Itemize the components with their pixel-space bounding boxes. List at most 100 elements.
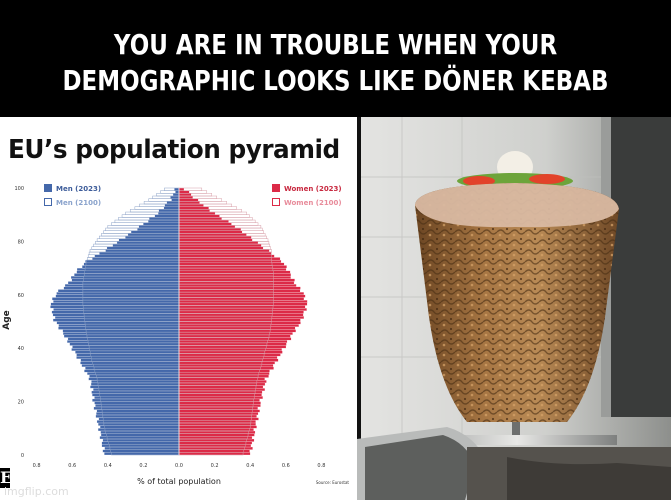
bar-men-2023 (50, 305, 180, 309)
bar-women-2023 (178, 283, 297, 287)
doner-kebab-photo (357, 117, 671, 500)
spit (512, 422, 520, 442)
bar-men-2023 (148, 219, 180, 223)
bar-women-2023 (178, 414, 257, 418)
bar-men-2023 (99, 425, 180, 429)
bar-men-2023 (54, 316, 180, 319)
bar-women-2023 (178, 342, 287, 346)
bar-men-2023 (71, 348, 180, 351)
bar-men-2023 (70, 275, 180, 279)
bar-men-2023 (76, 356, 180, 360)
bar-women-2023 (178, 254, 275, 258)
bar-men-2023 (154, 214, 180, 218)
bar-women-2023 (178, 441, 253, 445)
bar-women-2023 (178, 310, 304, 314)
legend-women-2100-label: Women (2100) (284, 199, 342, 207)
bar-women-2023 (178, 332, 293, 335)
bar-women-2023 (178, 348, 283, 351)
bar-men-2023 (72, 345, 180, 349)
x-tick-label: 0.4 (104, 463, 112, 469)
bar-women-2023 (178, 201, 200, 205)
bar-men-2023 (101, 441, 180, 445)
legend-women-2023-label: Women (2023) (284, 185, 342, 193)
bar-women-2023 (178, 353, 281, 357)
bar-men-2023 (102, 449, 180, 453)
legend: Men (2023) Men (2100) Women (2023) Women… (44, 184, 342, 207)
bar-men-2023 (95, 414, 180, 418)
bar-men-2023 (105, 249, 180, 253)
bar-women-2023 (178, 281, 295, 285)
bar-men-2023 (118, 238, 180, 242)
bar-women-2023 (178, 449, 250, 453)
bar-men-2023 (93, 388, 180, 392)
bar-men-2023 (55, 294, 180, 298)
legend-men-2100-swatch (44, 198, 52, 206)
bar-men-2023 (138, 225, 180, 229)
x-axis-label: % of total population (137, 477, 221, 486)
y-ticks: 0 20 40 60 80 100 (14, 186, 24, 459)
bar-women-2023 (178, 265, 287, 269)
bar-men-2023 (95, 404, 180, 408)
bar-women-2023 (178, 222, 232, 226)
bar-men-2023 (92, 393, 180, 397)
bar-women-2023 (178, 366, 274, 370)
bar-men-2023 (164, 203, 180, 207)
bar-men-2023 (96, 412, 180, 416)
bar-men-2023 (99, 436, 180, 440)
bar-women-2023 (178, 380, 267, 384)
doner-kebab-illustration (357, 117, 671, 500)
bar-women-2023 (178, 382, 266, 386)
bar-women-2023 (178, 318, 301, 322)
bar-men-2023 (175, 190, 180, 194)
bar-women-2023 (178, 372, 270, 376)
x-tick-label: 0.2 (139, 463, 147, 469)
bar-women-2023 (178, 337, 292, 341)
bar-men-2023 (63, 286, 180, 290)
bar-men-2023 (92, 257, 180, 261)
meme-caption: YOU ARE IN TROUBLE WHEN YOUR DEMOGRAPHIC… (0, 0, 671, 117)
bar-men-2023 (127, 233, 180, 237)
bar-men-2023 (57, 289, 180, 293)
bar-women-2023 (178, 305, 306, 309)
population-pyramid-panel: EU’s population pyramid 0 20 40 60 80 100 0.8… (0, 117, 357, 500)
legend-men-2100-label: Men (2100) (56, 199, 101, 207)
x-tick-label: 0.6 (282, 463, 290, 469)
bar-women-2023 (178, 273, 292, 277)
legend-men-2023-swatch (44, 184, 52, 192)
bar-men-2023 (56, 321, 180, 325)
bar-men-2023 (83, 262, 180, 266)
bar-women-2023 (178, 364, 274, 368)
bar-women-2023 (178, 374, 269, 378)
bar-men-2023 (98, 422, 180, 426)
bar-men-2023 (170, 195, 180, 199)
bar-men-2023 (172, 193, 180, 197)
bar-women-2023 (178, 377, 265, 381)
bar-women-2023 (178, 235, 252, 239)
bar-women-2023 (178, 275, 291, 279)
bar-men-2023 (63, 334, 180, 338)
bar-women-2023 (178, 316, 305, 319)
bar-men-2023 (62, 329, 180, 333)
bar-men-2023 (67, 281, 180, 285)
bar-men-2023 (52, 318, 180, 322)
bar-men-2023 (101, 444, 180, 448)
bar-women-2023 (178, 350, 283, 354)
bar-women-2023 (178, 361, 276, 365)
bar-women-2023 (178, 398, 260, 402)
bar-men-2023 (157, 211, 180, 215)
bar-women-2023 (178, 326, 296, 330)
bar-women-2023 (178, 225, 236, 229)
bar-men-2023 (104, 446, 180, 450)
y-tick-label: 100 (14, 186, 24, 192)
bar-men-2023 (125, 235, 180, 239)
bar-women-2023 (178, 249, 270, 253)
bar-women-2023 (178, 321, 301, 325)
bar-women-2023 (178, 425, 257, 429)
bar-men-2023 (143, 222, 180, 226)
bar-men-2023 (100, 430, 180, 434)
y-tick-label: 80 (18, 239, 24, 245)
bar-women-2023 (178, 262, 285, 266)
bar-women-2023 (178, 251, 272, 255)
imgflip-watermark: imgflip.com (4, 485, 69, 498)
